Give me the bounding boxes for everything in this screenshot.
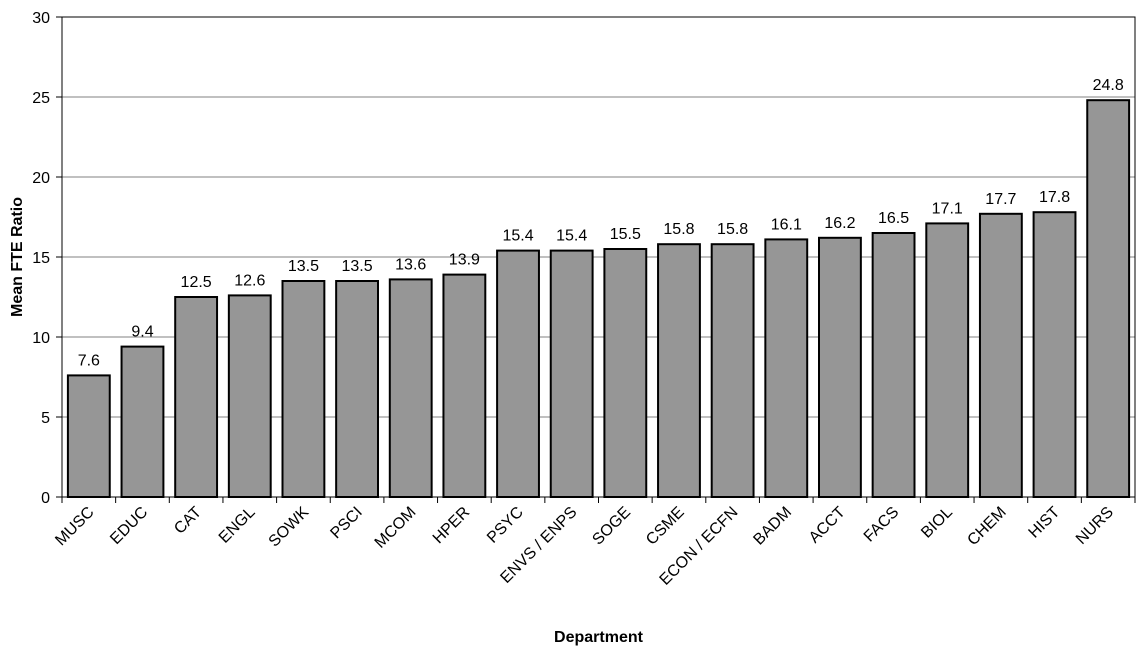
- data-label: 13.6: [395, 256, 426, 273]
- x-axis-ticks: MUSC EDUC CAT ENGL SOWK PSCI MCOM HPER PSYCENVS …: [52, 497, 1136, 589]
- bar-soge: [603, 248, 648, 498]
- data-label: 15.4: [556, 228, 587, 245]
- bar-hist: [1032, 211, 1077, 498]
- data-label: 15.8: [663, 221, 694, 238]
- y-tick-label: 30: [32, 10, 50, 27]
- data-label: 9.4: [131, 324, 153, 341]
- bar-sowk: [281, 280, 326, 498]
- data-label: 24.8: [1093, 77, 1124, 94]
- bar-badm: [764, 238, 809, 498]
- bar-acct: [818, 236, 862, 499]
- data-label: 12.6: [234, 272, 265, 289]
- data-label: 17.8: [1039, 189, 1070, 206]
- bar-biol: [925, 222, 970, 498]
- data-label: 15.5: [610, 226, 641, 243]
- data-label: 16.5: [878, 210, 909, 227]
- x-tick-label: MUSC: [52, 504, 97, 549]
- x-tick-label: PSCI: [327, 504, 365, 542]
- y-axis-ticks: 0 5 10 15 20 25 30: [32, 10, 62, 507]
- data-label: 13.5: [288, 258, 319, 275]
- x-tick-label: EDUC: [107, 504, 151, 548]
- bar-cat: [174, 296, 219, 498]
- data-label: 15.8: [717, 221, 748, 238]
- x-axis-title: Department: [554, 629, 644, 646]
- data-label: 7.6: [78, 352, 100, 369]
- x-tick-label: FACS: [861, 504, 903, 546]
- x-tick-label: ACCT: [806, 504, 849, 547]
- y-tick-label: 20: [32, 170, 50, 187]
- data-label: 16.1: [771, 216, 802, 233]
- x-tick-label: ENGL: [216, 504, 259, 547]
- bar-psyc: [496, 249, 540, 498]
- bar-engl: [227, 294, 272, 498]
- bars: [66, 99, 1131, 499]
- y-tick-label: 10: [32, 330, 50, 347]
- x-tick-label: BIOL: [918, 504, 956, 542]
- x-tick-label: CSME: [643, 504, 688, 549]
- data-label: 17.1: [932, 200, 963, 217]
- x-tick-label: BADM: [750, 504, 795, 549]
- x-tick-label: HPER: [430, 504, 473, 547]
- y-tick-label: 25: [32, 90, 50, 107]
- data-label: 13.9: [449, 252, 480, 269]
- y-tick-label: 15: [32, 250, 50, 267]
- bar-econ-ecfn: [710, 243, 755, 498]
- x-tick-label: HIST: [1026, 504, 1064, 542]
- data-label: 16.2: [824, 215, 855, 232]
- bar-envs-enps: [549, 249, 594, 498]
- bar-chem: [978, 212, 1023, 499]
- x-tick-label: PSYC: [484, 504, 527, 547]
- x-tick-label: CHEM: [964, 504, 1009, 549]
- y-tick-label: 0: [41, 490, 50, 507]
- x-tick-label: CAT: [171, 504, 205, 538]
- bar-hper: [442, 273, 487, 498]
- bar-educ: [120, 345, 165, 498]
- x-tick-label: SOWK: [266, 504, 313, 551]
- bar-psci: [335, 280, 379, 498]
- y-axis-title: Mean FTE Ratio: [9, 197, 26, 317]
- x-tick-label: NURS: [1073, 504, 1117, 548]
- bar-csme: [657, 243, 701, 498]
- data-label: 15.4: [502, 228, 533, 245]
- x-tick-label: MCOM: [372, 504, 420, 552]
- data-labels: 7.6 9.4 12.5 12.6 13.5 13.5 13.6 13.9 15.4 15.4 15…: [78, 77, 1124, 369]
- data-label: 12.5: [181, 274, 212, 291]
- bar-mcom: [388, 278, 433, 498]
- data-label: 17.7: [985, 191, 1016, 208]
- gridlines: [62, 16, 1135, 418]
- bar-nurs: [1086, 99, 1131, 498]
- y-tick-label: 5: [41, 410, 50, 427]
- bar-musc: [66, 374, 111, 498]
- data-label: 13.5: [342, 258, 373, 275]
- x-tick-label: SOGE: [589, 504, 634, 549]
- bar-facs: [871, 232, 916, 498]
